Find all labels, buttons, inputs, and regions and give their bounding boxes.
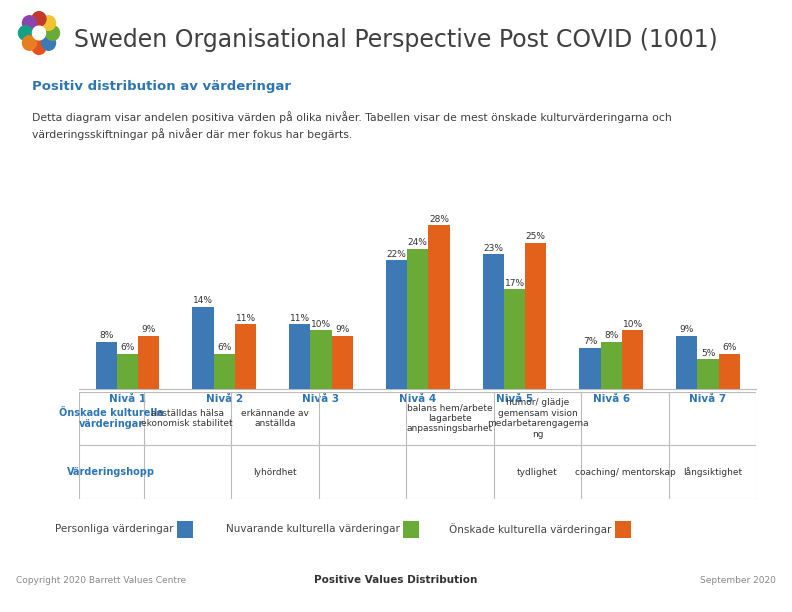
Text: 9%: 9%	[680, 326, 694, 334]
Bar	[600, 342, 622, 389]
Text: långsiktighet: långsiktighet	[683, 467, 742, 477]
Text: 7%: 7%	[583, 337, 597, 346]
Text: 6%: 6%	[120, 343, 135, 352]
Bar	[504, 289, 525, 389]
Bar	[96, 342, 117, 389]
Bar	[428, 225, 450, 389]
Text: Personliga värderingar: Personliga värderingar	[55, 524, 173, 534]
Bar	[579, 348, 600, 389]
Bar	[117, 354, 139, 389]
Text: 10%: 10%	[623, 319, 642, 329]
Text: 25%: 25%	[526, 232, 546, 241]
Bar	[676, 336, 697, 389]
Text: erkännande av
anställda: erkännande av anställda	[241, 409, 309, 428]
Text: 10%: 10%	[311, 319, 331, 329]
Text: 22%: 22%	[386, 250, 406, 258]
Bar	[214, 354, 235, 389]
Text: 23%: 23%	[483, 244, 503, 253]
Bar	[718, 354, 740, 389]
Text: Önskade kulturella värderingar: Önskade kulturella värderingar	[448, 523, 611, 536]
Text: 8%: 8%	[99, 331, 113, 340]
Circle shape	[32, 26, 46, 40]
Text: 6%: 6%	[217, 343, 231, 352]
Text: Positiv distribution av värderingar: Positiv distribution av värderingar	[32, 80, 291, 92]
Circle shape	[22, 35, 36, 50]
Bar	[615, 521, 630, 538]
Bar	[525, 243, 546, 389]
Circle shape	[18, 26, 32, 40]
Circle shape	[22, 16, 36, 31]
Text: Önskade kulturella
värderingar: Önskade kulturella värderingar	[59, 408, 164, 429]
Bar	[403, 521, 419, 538]
Bar	[310, 330, 332, 389]
Text: balans hem/arbete
lagarbete
anpassningsbarhet: balans hem/arbete lagarbete anpassningsb…	[407, 403, 493, 433]
Text: 28%: 28%	[429, 215, 449, 223]
Bar	[386, 260, 407, 389]
Text: Sweden Organisational Perspective Post COVID (1001): Sweden Organisational Perspective Post C…	[74, 28, 718, 53]
Text: 24%: 24%	[408, 238, 428, 247]
Text: September 2020: September 2020	[700, 576, 776, 584]
Bar	[622, 330, 643, 389]
Text: coaching/ mentorskap: coaching/ mentorskap	[575, 468, 676, 477]
Text: 6%: 6%	[722, 343, 737, 352]
Text: 17%: 17%	[505, 278, 524, 288]
Text: anställdas hälsa
ekonomisk stabilitet: anställdas hälsa ekonomisk stabilitet	[142, 409, 233, 428]
Bar	[289, 324, 310, 389]
Circle shape	[32, 12, 46, 26]
Text: Nuvarande kulturella värderingar: Nuvarande kulturella värderingar	[226, 524, 400, 534]
Circle shape	[42, 16, 55, 31]
Bar	[139, 336, 159, 389]
Text: 9%: 9%	[335, 326, 349, 334]
Text: 5%: 5%	[701, 349, 715, 357]
Bar	[177, 521, 193, 538]
Text: 11%: 11%	[290, 314, 310, 323]
Bar	[235, 324, 257, 389]
Text: 8%: 8%	[604, 331, 619, 340]
Bar	[407, 248, 428, 389]
Bar	[697, 359, 718, 389]
Text: Positive Values Distribution: Positive Values Distribution	[314, 575, 478, 585]
Circle shape	[46, 26, 59, 40]
Bar	[332, 336, 353, 389]
Text: 11%: 11%	[235, 314, 256, 323]
Text: lyhördhet: lyhördhet	[253, 468, 297, 477]
Bar	[482, 255, 504, 389]
Circle shape	[42, 35, 55, 50]
Text: 14%: 14%	[193, 296, 213, 305]
Text: Värderingshopp: Värderingshopp	[67, 467, 155, 477]
Text: 9%: 9%	[142, 326, 156, 334]
Text: tydlighet: tydlighet	[517, 468, 558, 477]
Text: Copyright 2020 Barrett Values Centre: Copyright 2020 Barrett Values Centre	[16, 576, 186, 584]
Circle shape	[32, 40, 46, 54]
Bar	[192, 307, 214, 389]
Text: humor/ glädje
gemensam vision
medarbetarengagema
ng: humor/ glädje gemensam vision medarbetar…	[486, 398, 588, 439]
Text: Detta diagram visar andelen positiva värden på olika nivåer. Tabellen visar de m: Detta diagram visar andelen positiva vär…	[32, 111, 672, 140]
